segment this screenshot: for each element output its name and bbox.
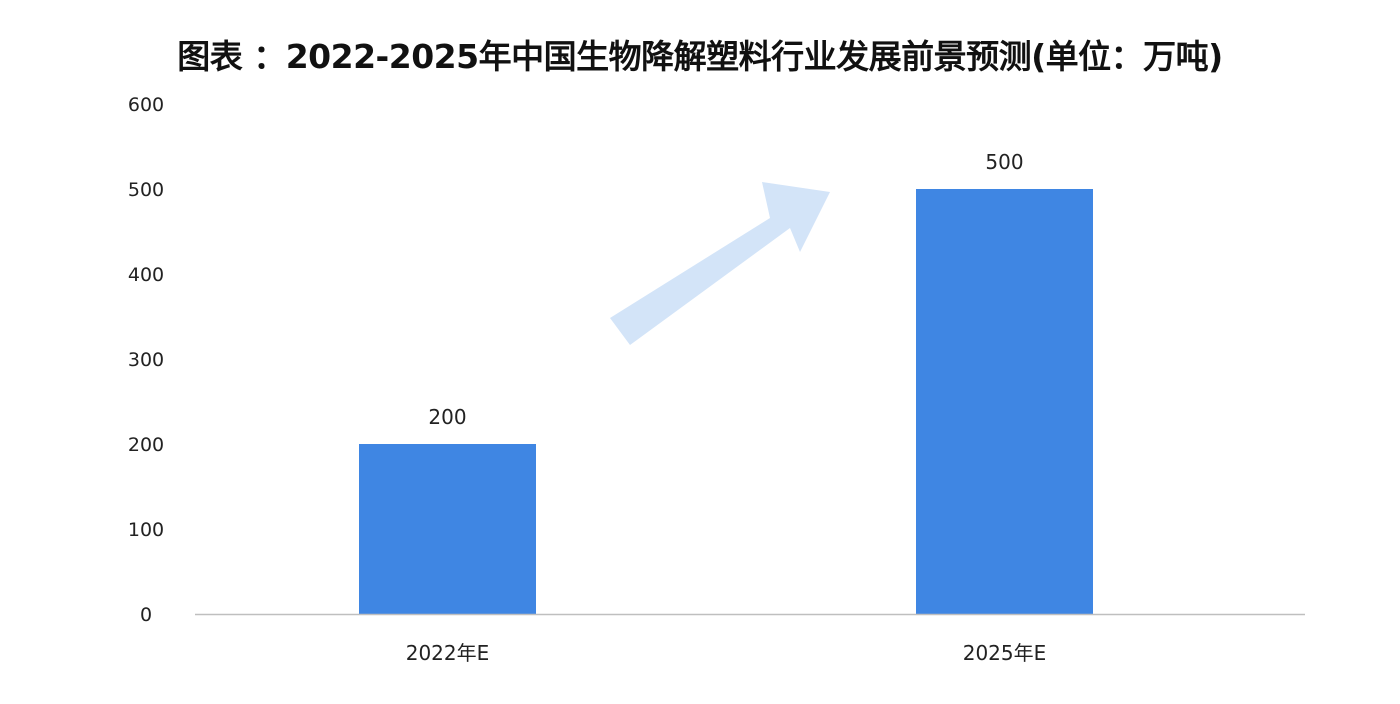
y-tick-label: 0: [140, 604, 152, 626]
bar: [359, 444, 536, 614]
x-tick-label: 2022年E: [406, 641, 490, 665]
y-tick-label: 600: [128, 94, 164, 116]
chart-title: 图表 ：2022-2025年中国生物降解塑料行业发展前景预测(单位：万吨): [177, 37, 1223, 76]
bar: [916, 189, 1093, 614]
trend-arrow-icon: [610, 182, 830, 345]
y-tick-label: 100: [128, 519, 164, 541]
data-label: 500: [985, 150, 1023, 174]
y-tick-label: 200: [128, 434, 164, 456]
y-tick-label: 400: [128, 264, 164, 286]
data-label: 200: [428, 405, 466, 429]
y-tick-label: 500: [128, 179, 164, 201]
y-tick-label: 300: [128, 349, 164, 371]
x-tick-label: 2025年E: [963, 641, 1047, 665]
